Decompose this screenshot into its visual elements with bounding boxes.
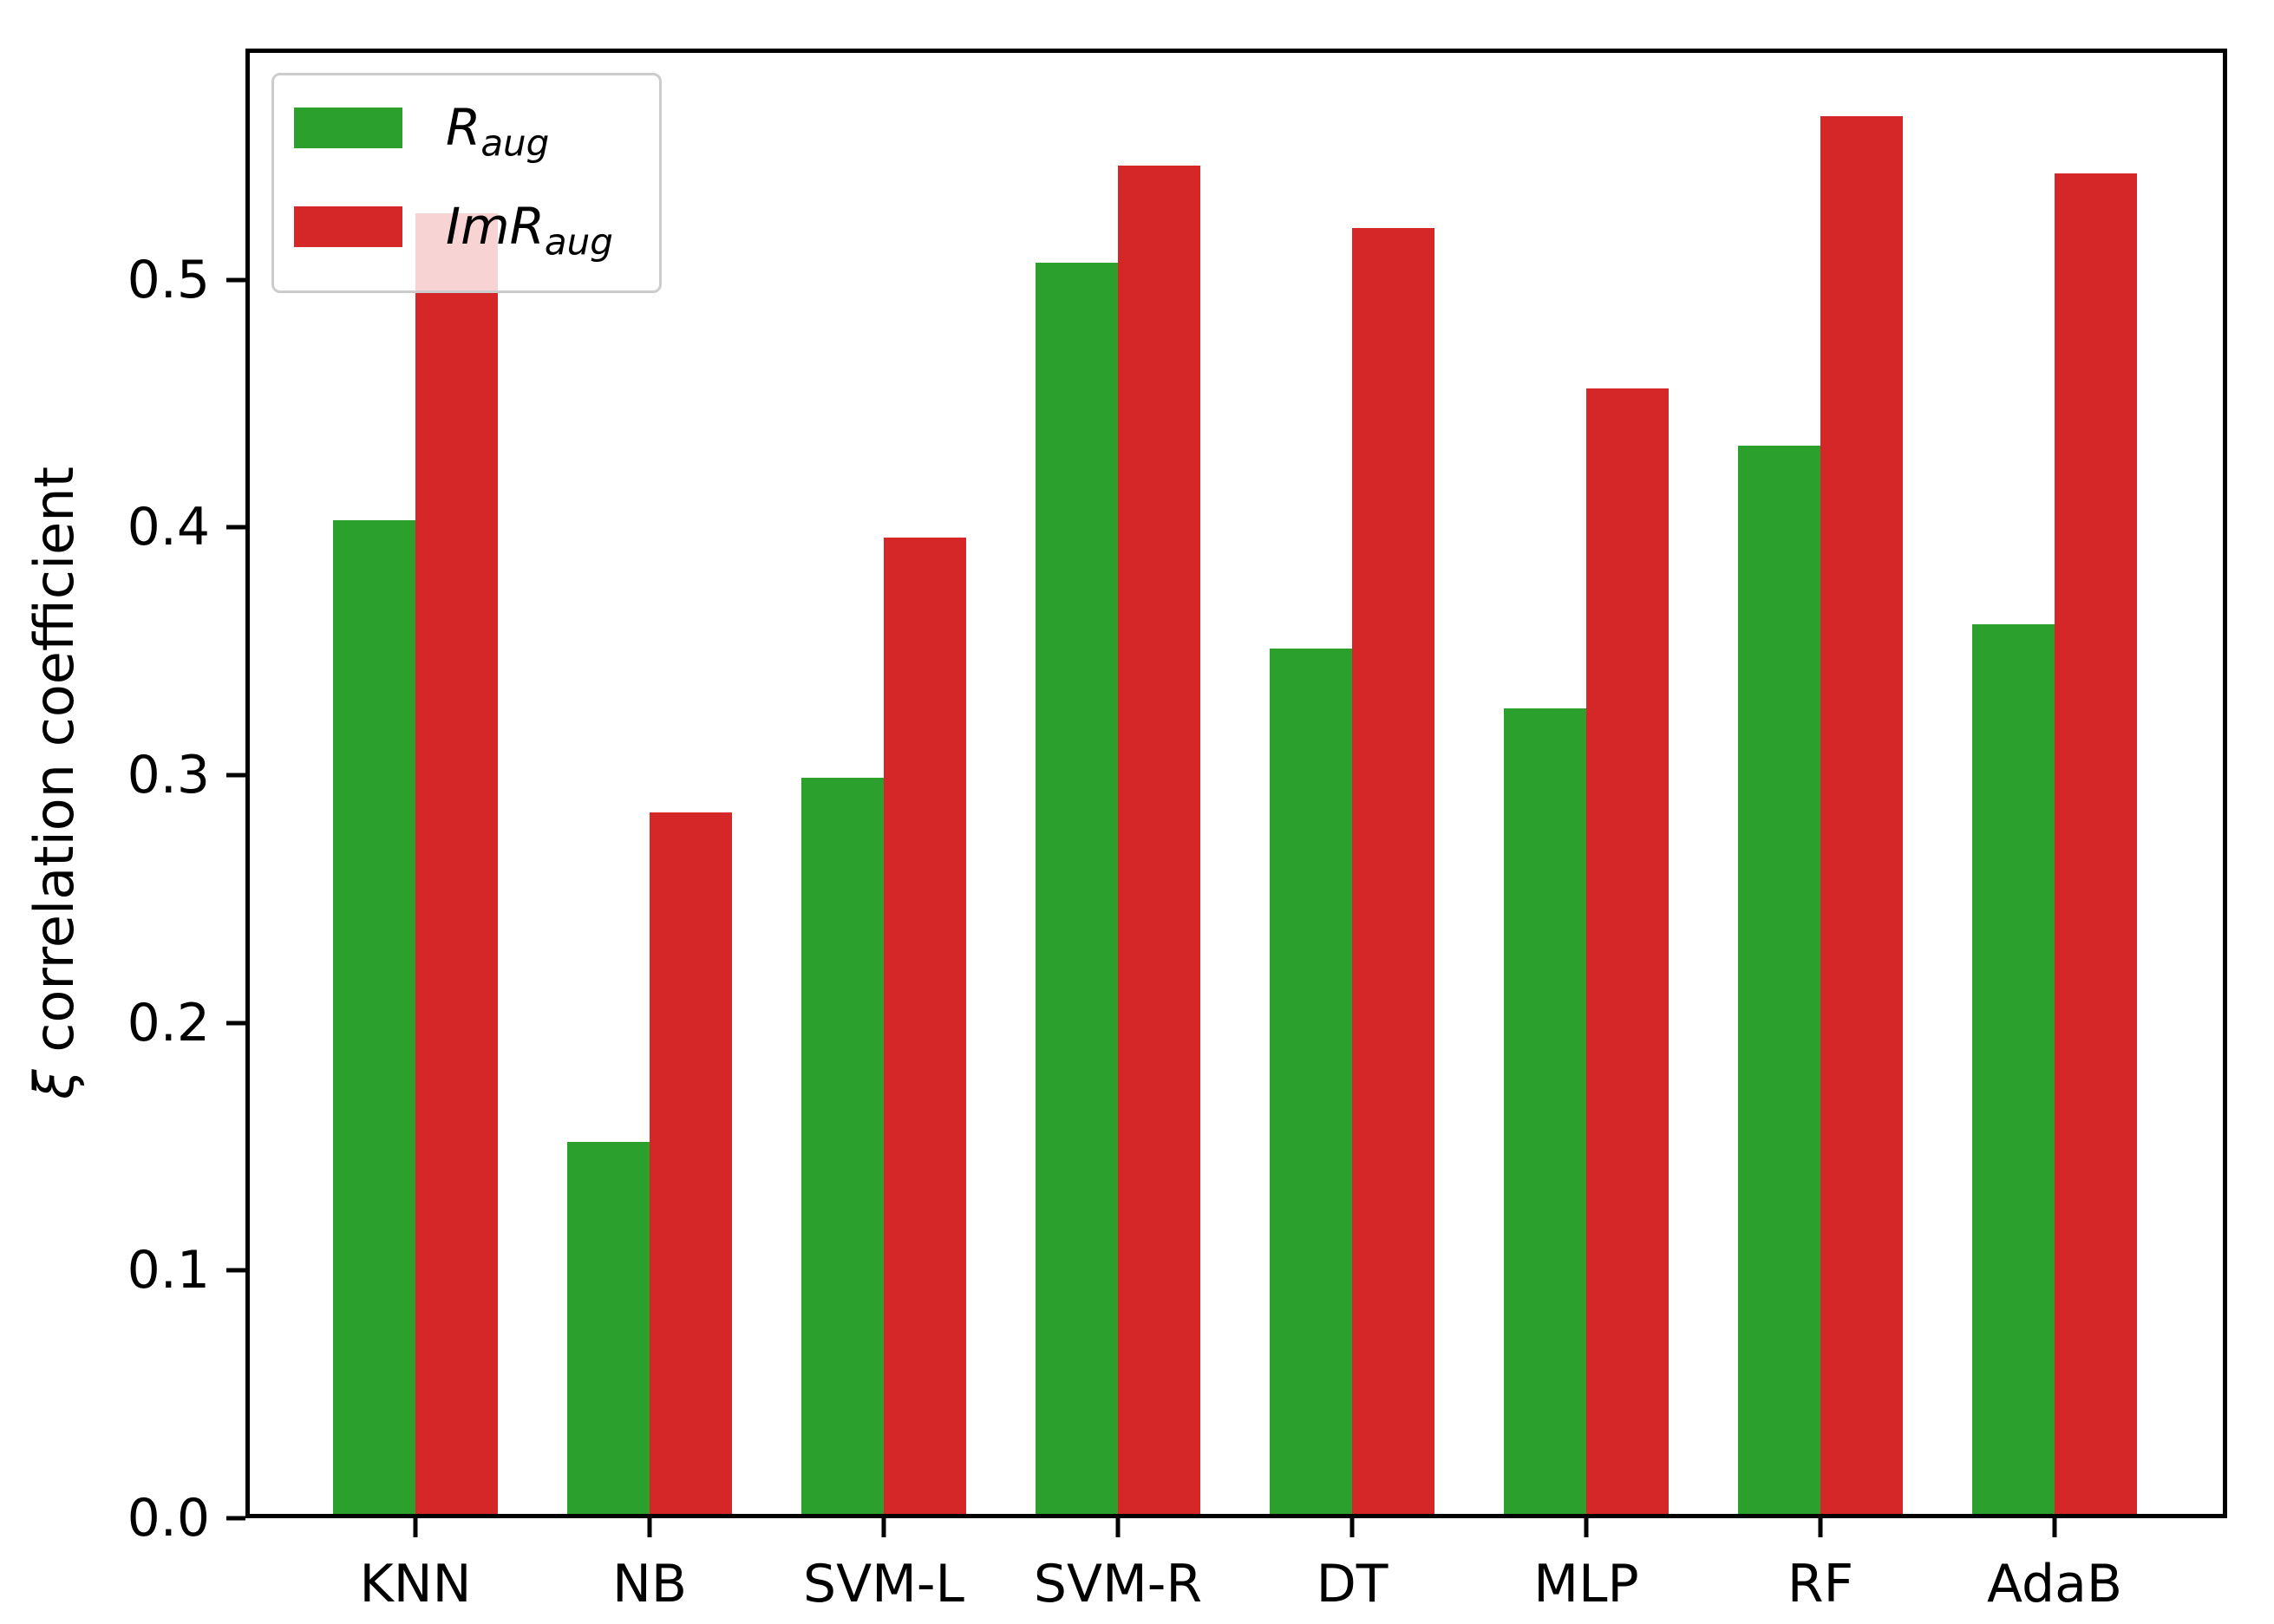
y-tick-label: 0.4 — [127, 497, 210, 558]
x-tick-label-SVM-L: SVM-L — [803, 1554, 964, 1614]
bar-NB-R_aug — [567, 1142, 650, 1518]
y-tick-mark — [226, 277, 245, 283]
xi-symbol: ξ — [23, 1069, 86, 1099]
x-tick-mark — [1349, 1518, 1355, 1537]
y-tick-label: 0.1 — [127, 1240, 210, 1301]
y-tick-label: 0.2 — [127, 992, 210, 1053]
x-tick-label-AdaB: AdaB — [1986, 1554, 2123, 1614]
bar-RF-R_aug — [1738, 446, 1820, 1518]
y-tick-mark — [226, 1021, 245, 1026]
x-tick-label-KNN: KNN — [359, 1554, 472, 1614]
bar-NB-ImR_aug — [650, 812, 732, 1518]
bar-AdaB-R_aug — [1972, 624, 2055, 1518]
bar-SVM-R-ImR_aug — [1118, 166, 1200, 1518]
y-tick-mark — [226, 1268, 245, 1273]
y-tick-label: 0.5 — [127, 249, 210, 310]
bar-MLP-ImR_aug — [1586, 388, 1669, 1518]
y-tick-mark — [226, 1516, 245, 1521]
legend-swatch-R_aug — [294, 107, 402, 148]
y-tick-mark — [226, 525, 245, 530]
bar-KNN-ImR_aug — [415, 213, 498, 1518]
y-tick-label: 0.0 — [127, 1488, 210, 1549]
bar-RF-ImR_aug — [1820, 116, 1903, 1518]
x-tick-mark — [1115, 1518, 1121, 1537]
x-tick-mark — [1818, 1518, 1823, 1537]
y-tick-label: 0.3 — [127, 745, 210, 806]
x-tick-mark — [2052, 1518, 2057, 1537]
x-tick-label-RF: RF — [1787, 1554, 1854, 1614]
x-tick-mark — [881, 1518, 886, 1537]
x-tick-label-SVM-R: SVM-R — [1033, 1554, 1203, 1614]
bar-SVM-L-ImR_aug — [884, 538, 966, 1518]
plot-area — [245, 49, 2227, 1518]
x-tick-label-DT: DT — [1316, 1554, 1389, 1614]
legend-label-R_aug: Raug — [446, 98, 550, 165]
x-tick-label-MLP: MLP — [1533, 1554, 1639, 1614]
legend: Raug ImRaug — [271, 73, 662, 293]
y-tick-mark — [226, 773, 245, 778]
bar-SVM-R-R_aug — [1036, 263, 1118, 1518]
legend-swatch-ImR_aug — [294, 205, 402, 247]
x-tick-mark — [413, 1518, 418, 1537]
x-tick-mark — [1584, 1518, 1589, 1537]
legend-entry-ImR_aug: ImRaug — [274, 177, 659, 276]
bar-KNN-R_aug — [333, 520, 415, 1518]
bar-DT-R_aug — [1270, 649, 1352, 1518]
bar-AdaB-ImR_aug — [2055, 173, 2137, 1518]
bar-DT-ImR_aug — [1352, 228, 1434, 1518]
bar-MLP-R_aug — [1504, 708, 1586, 1518]
legend-entry-R_aug: Raug — [274, 78, 659, 177]
x-tick-label-NB: NB — [611, 1554, 688, 1614]
x-tick-mark — [647, 1518, 652, 1537]
legend-label-ImR_aug: ImRaug — [446, 197, 613, 264]
bar-SVM-L-R_aug — [801, 778, 884, 1518]
